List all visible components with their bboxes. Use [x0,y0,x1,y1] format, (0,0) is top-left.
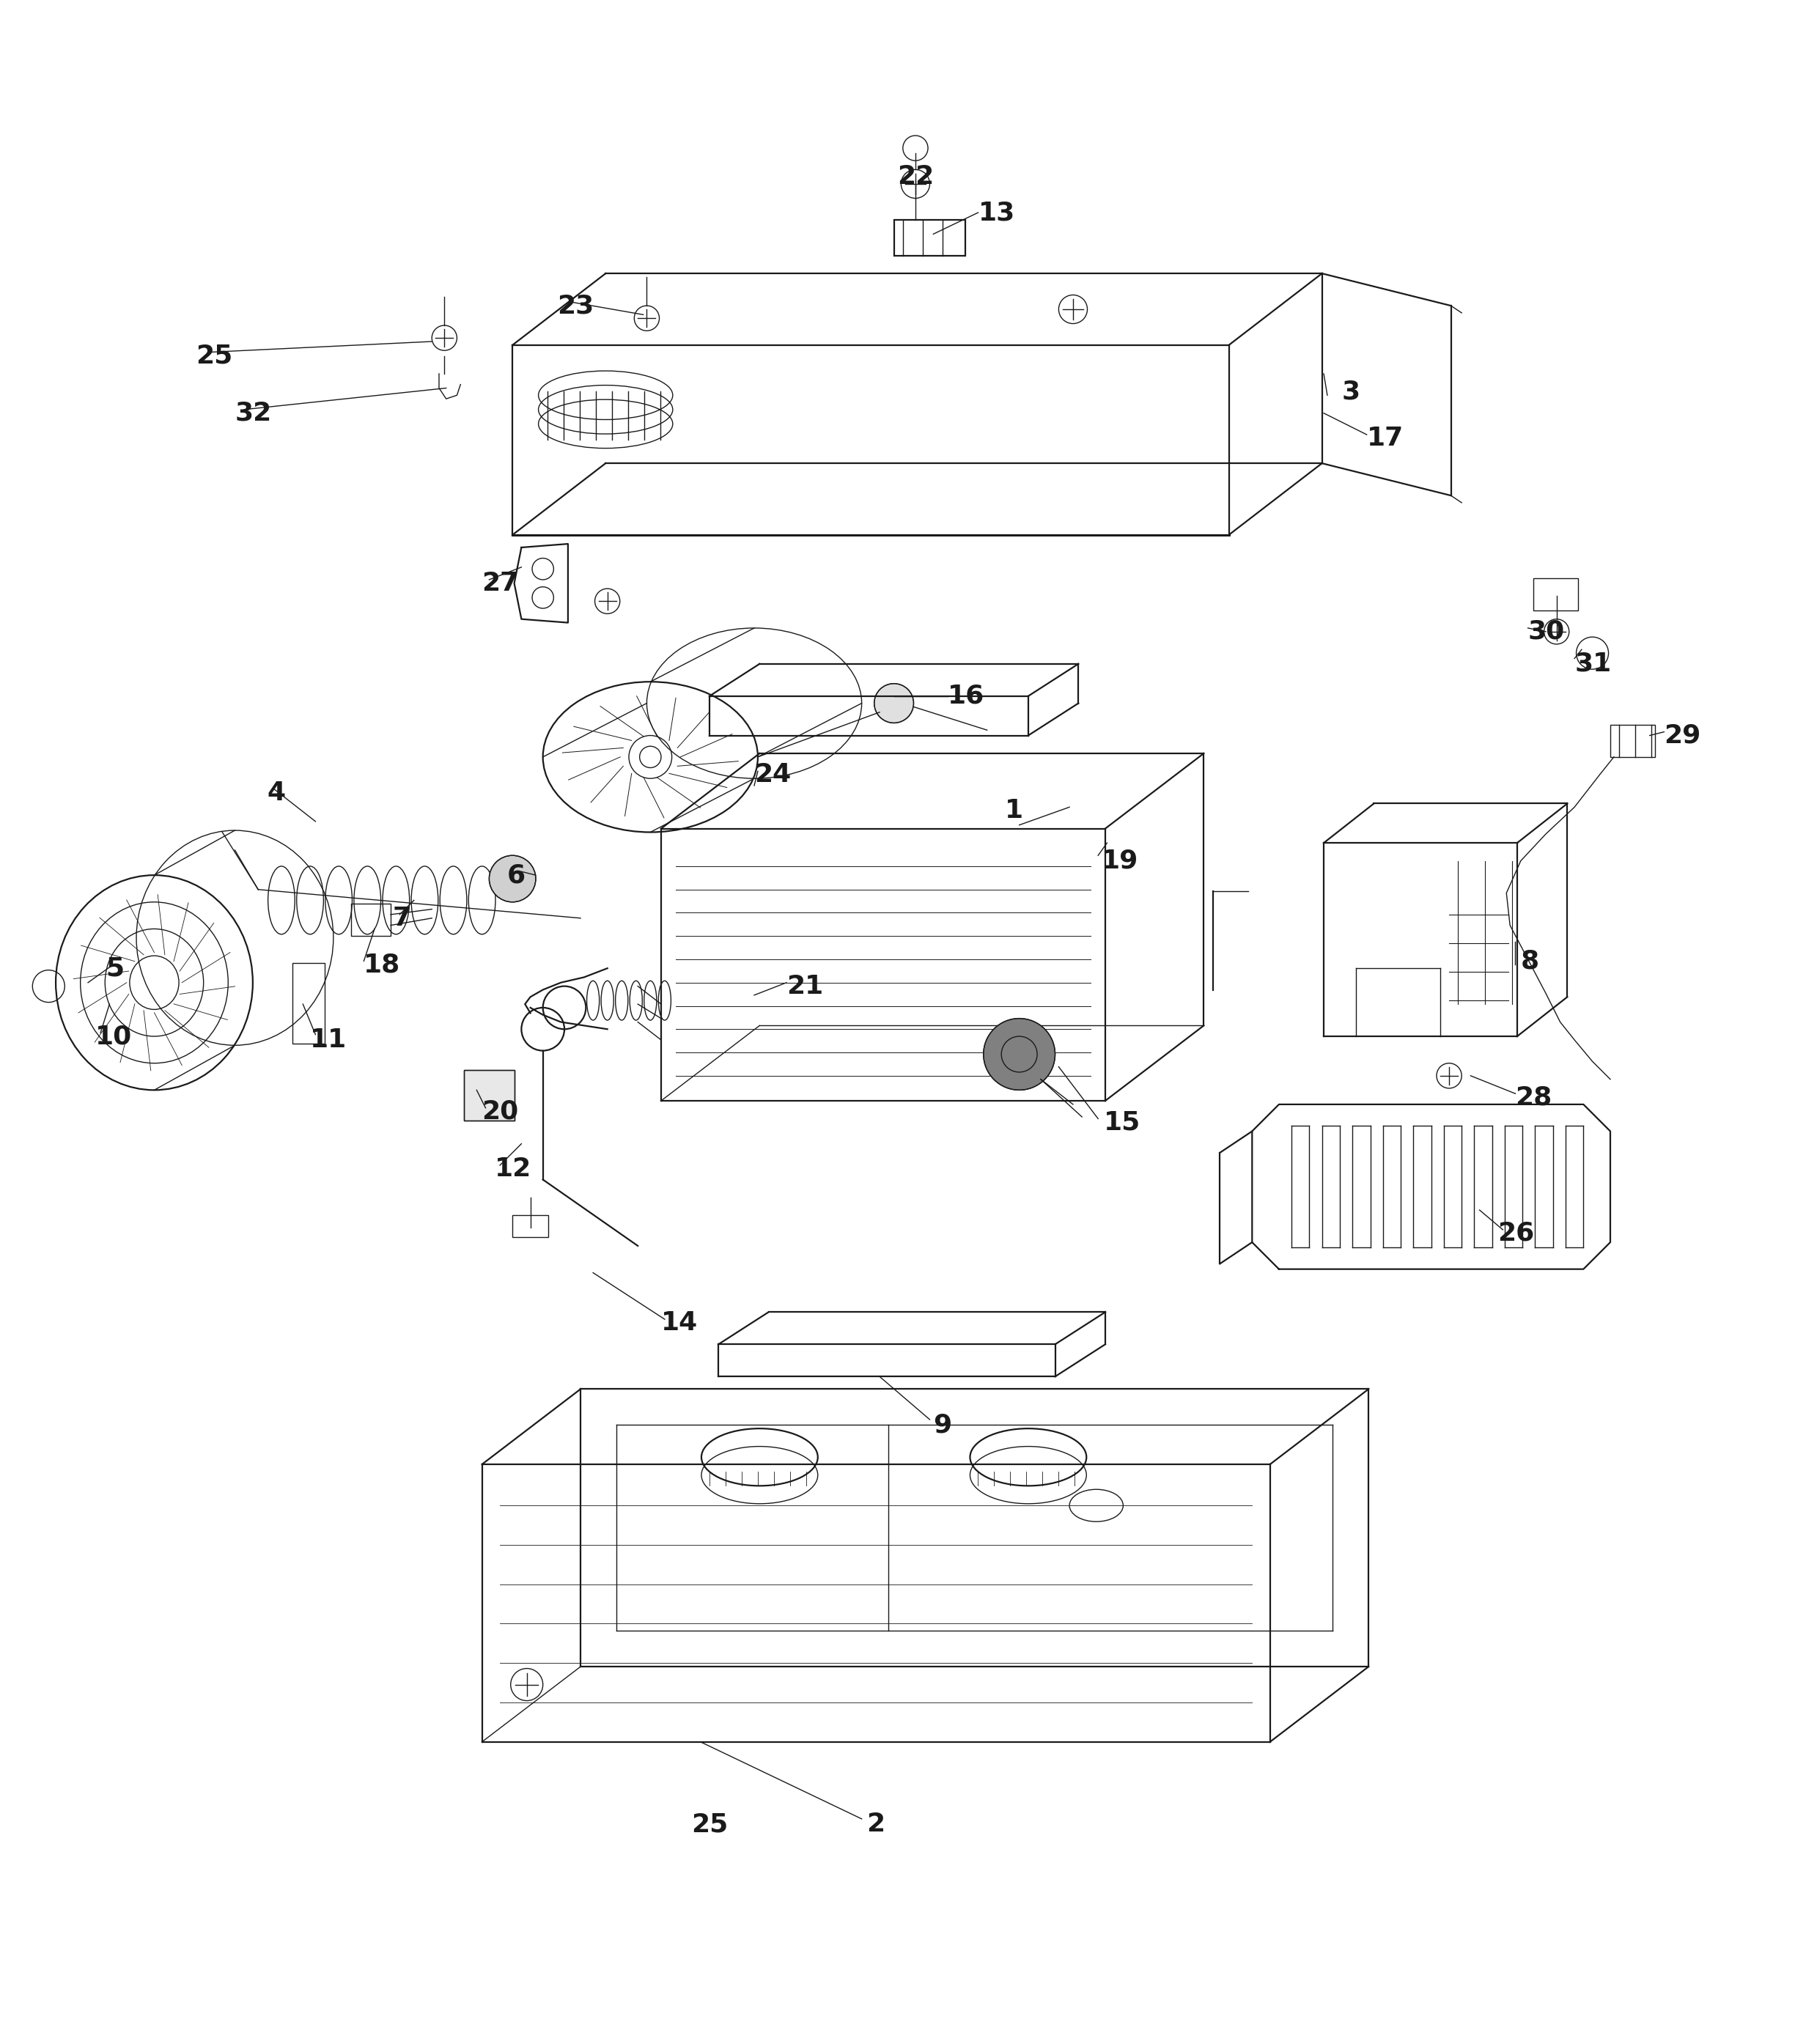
Text: 13: 13 [978,200,1014,225]
Text: 10: 10 [95,1024,133,1049]
Text: 32: 32 [235,401,271,425]
Text: 4: 4 [267,781,285,805]
Bar [465,1071,513,1120]
Text: 2: 2 [867,1811,885,1838]
Text: 5: 5 [106,957,124,981]
Bar [465,1071,513,1120]
Text: 3: 3 [1341,380,1361,405]
Bar [1533,578,1578,609]
Text: 19: 19 [1102,848,1138,873]
Text: 27: 27 [483,570,519,595]
Text: 1: 1 [1005,799,1023,824]
Text: 18: 18 [364,953,400,977]
Text: 20: 20 [483,1100,519,1124]
Text: 22: 22 [898,164,933,190]
Text: 15: 15 [1104,1110,1140,1134]
Bar [352,903,391,936]
Circle shape [490,856,535,901]
Text: 25: 25 [691,1811,727,1838]
Text: 31: 31 [1574,652,1612,677]
Text: 26: 26 [1497,1220,1535,1245]
Text: 7: 7 [393,905,411,930]
Bar [894,221,966,256]
Text: 29: 29 [1664,724,1702,748]
Bar [1610,726,1655,756]
Circle shape [984,1018,1055,1089]
Text: 11: 11 [311,1028,346,1053]
Text: 21: 21 [786,973,824,1000]
Bar [512,1216,547,1237]
Text: 23: 23 [556,292,594,319]
Text: 25: 25 [196,343,232,368]
Bar [293,963,325,1044]
Text: 14: 14 [661,1310,698,1335]
Text: 8: 8 [1520,948,1538,973]
Text: 24: 24 [754,762,792,787]
Text: 17: 17 [1366,425,1404,450]
Text: 6: 6 [506,863,526,887]
Text: 9: 9 [933,1412,951,1437]
Text: 16: 16 [948,683,984,709]
Text: 28: 28 [1515,1085,1553,1110]
Text: 12: 12 [495,1157,531,1181]
Text: 30: 30 [1528,619,1565,644]
Circle shape [874,683,914,724]
